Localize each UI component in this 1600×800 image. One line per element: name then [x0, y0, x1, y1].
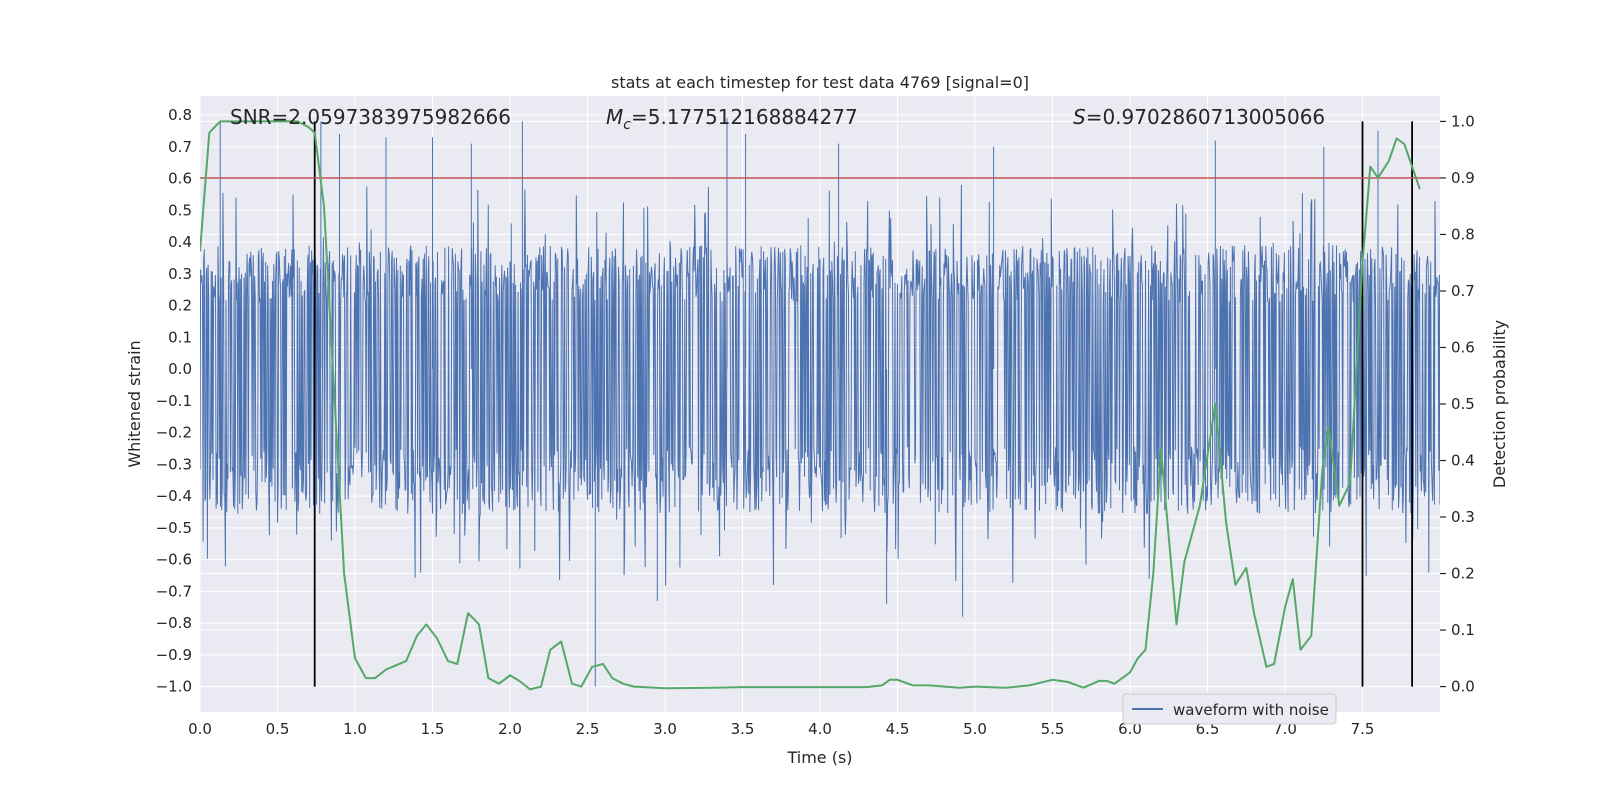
- y-left-tick-label: 0.0: [168, 360, 192, 378]
- y-right-tick-label: 0.5: [1451, 395, 1475, 413]
- legend: waveform with noise: [1122, 693, 1337, 725]
- waveform-series: [200, 118, 1440, 687]
- y-right-axis-label: Detection probability: [1490, 320, 1509, 488]
- chart-title: stats at each timestep for test data 476…: [611, 73, 1029, 92]
- probability-series: [200, 120, 1421, 691]
- y-right-axis-ticks: 1.0 0.9 0.8 0.7 0.6 0.5 0.4 0.3 0.2 0.1 0.0: [1440, 112, 1475, 696]
- y-right-tick-label: 0.9: [1451, 169, 1475, 187]
- x-tick-label: 5.5: [1041, 720, 1065, 738]
- y-right-tick-label: 1.0: [1451, 112, 1475, 130]
- y-left-tick-label: −0.8: [156, 614, 192, 632]
- event-markers: [313, 121, 1413, 687]
- x-tick-label: 3.0: [653, 720, 677, 738]
- y-left-tick-label: −0.3: [156, 455, 192, 473]
- y-left-tick-label: 0.6: [168, 170, 192, 188]
- y-right-tick-label: 0.2: [1451, 565, 1475, 583]
- x-tick-label: 7.5: [1351, 720, 1375, 738]
- chirp-mass-value: =5.177512168884277: [631, 105, 858, 129]
- y-left-tick-label: −1.0: [156, 678, 192, 696]
- y-left-tick-label: −0.4: [156, 487, 192, 505]
- y-left-tick-label: 0.7: [168, 138, 192, 156]
- y-left-tick-label: −0.2: [156, 424, 192, 442]
- x-tick-label: 4.5: [886, 720, 910, 738]
- x-tick-label: 4.0: [808, 720, 832, 738]
- x-tick-label: 0.5: [266, 720, 290, 738]
- y-left-tick-label: 0.3: [168, 265, 192, 283]
- chirp-mass-symbol: M: [606, 105, 623, 129]
- y-right-tick-label: 0.3: [1451, 508, 1475, 526]
- chirp-mass-annotation: Mc=5.177512168884277: [606, 105, 858, 133]
- score-symbol: S: [1073, 105, 1086, 129]
- y-right-tick-label: 0.7: [1451, 282, 1475, 300]
- y-left-tick-label: −0.7: [156, 582, 192, 600]
- y-right-tick-label: 0.8: [1451, 225, 1475, 243]
- y-left-tick-label: 0.4: [168, 233, 192, 251]
- x-tick-label: 0.0: [188, 720, 212, 738]
- x-tick-label: 1.5: [421, 720, 445, 738]
- chirp-mass-subscript: c: [623, 117, 631, 133]
- y-left-tick-label: 0.1: [168, 328, 192, 346]
- y-left-tick-label: 0.8: [168, 106, 192, 124]
- x-tick-label: 1.0: [343, 720, 367, 738]
- y-left-axis-label: Whitened strain: [125, 340, 144, 467]
- y-right-tick-label: 0.0: [1451, 678, 1475, 696]
- y-left-axis-ticks: 0.8 0.7 0.6 0.5 0.4 0.3 0.2 0.1 0.0 −0.1 −0.2 −0.3 −…: [156, 106, 192, 696]
- score-annotation: S=0.9702860713005066: [1073, 105, 1325, 129]
- x-tick-label: 3.5: [731, 720, 755, 738]
- legend-box: [1122, 693, 1337, 725]
- x-tick-label: 2.0: [498, 720, 522, 738]
- y-right-tick-label: 0.6: [1451, 338, 1475, 356]
- y-right-tick-label: 0.4: [1451, 452, 1475, 470]
- y-left-tick-label: −0.9: [156, 646, 192, 664]
- y-left-tick-label: −0.1: [156, 392, 192, 410]
- y-right-tick-label: 0.1: [1451, 621, 1475, 639]
- legend-label: waveform with noise: [1173, 701, 1329, 719]
- score-value: =0.9702860713005066: [1086, 105, 1325, 129]
- x-tick-label: 2.5: [576, 720, 600, 738]
- y-left-tick-label: 0.5: [168, 201, 192, 219]
- y-left-tick-label: −0.5: [156, 519, 192, 537]
- snr-annotation: SNR=2.0597383975982666: [230, 105, 511, 129]
- y-left-tick-label: −0.6: [156, 551, 192, 569]
- y-left-tick-label: 0.2: [168, 297, 192, 315]
- x-tick-label: 5.0: [963, 720, 987, 738]
- x-axis-label: Time (s): [786, 748, 852, 767]
